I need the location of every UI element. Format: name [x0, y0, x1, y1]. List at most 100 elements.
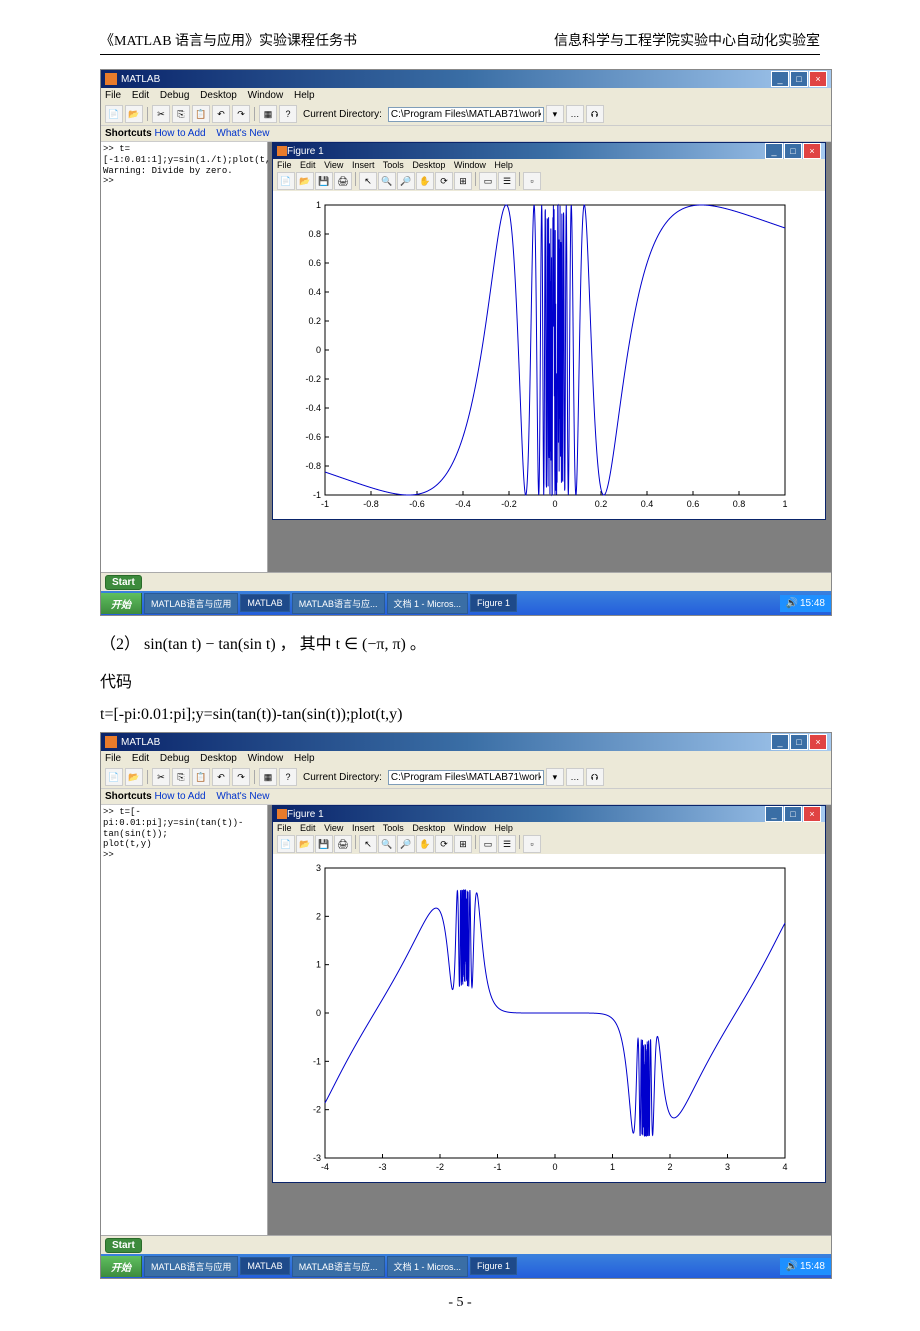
pointer-icon[interactable]: ↖	[359, 172, 377, 190]
browse-icon[interactable]: …	[566, 768, 584, 786]
fig-menu-file[interactable]: File	[277, 823, 292, 833]
hide-tools-icon[interactable]: ▫	[523, 172, 541, 190]
menu-desktop[interactable]: Desktop	[200, 90, 237, 101]
save-fig-icon[interactable]: 💾	[315, 835, 333, 853]
new-fig-icon[interactable]: 📄	[277, 172, 295, 190]
new-icon[interactable]: 📄	[105, 105, 123, 123]
legend-icon[interactable]: ☰	[498, 835, 516, 853]
simulink-icon[interactable]: ▦	[259, 105, 277, 123]
paste-icon[interactable]: 📋	[192, 768, 210, 786]
taskbar-item[interactable]: MATLAB	[240, 594, 289, 612]
taskbar-item[interactable]: MATLAB语言与应...	[292, 1256, 385, 1277]
taskbar-item[interactable]: MATLAB语言与应...	[292, 593, 385, 614]
menu-window[interactable]: Window	[248, 90, 284, 101]
help-icon[interactable]: ?	[279, 768, 297, 786]
zoom-out-icon[interactable]: 🔎	[397, 172, 415, 190]
menu-debug[interactable]: Debug	[160, 90, 189, 101]
fig-menu-window[interactable]: Window	[454, 160, 486, 170]
menu-file[interactable]: File	[105, 90, 121, 101]
copy-icon[interactable]: ⎘	[172, 105, 190, 123]
datatip-icon[interactable]: ⊞	[454, 172, 472, 190]
paste-icon[interactable]: 📋	[192, 105, 210, 123]
colorbar-icon[interactable]: ▭	[479, 172, 497, 190]
legend-icon[interactable]: ☰	[498, 172, 516, 190]
minimize-button[interactable]: _	[765, 806, 783, 822]
close-button[interactable]: ×	[809, 71, 827, 87]
simulink-icon[interactable]: ▦	[259, 768, 277, 786]
undo-icon[interactable]: ↶	[212, 768, 230, 786]
command-window[interactable]: >> t=[-pi:0.01:pi];y=sin(tan(t))-tan(sin…	[101, 805, 268, 1235]
taskbar-item[interactable]: MATLAB	[240, 1257, 289, 1275]
undo-icon[interactable]: ↶	[212, 105, 230, 123]
zoom-in-icon[interactable]: 🔍	[378, 172, 396, 190]
command-window[interactable]: >> t=[-1:0.01:1];y=sin(1./t);plot(t,y) W…	[101, 142, 268, 572]
menu-help[interactable]: Help	[294, 90, 315, 101]
shortcut-whatsnew[interactable]: What's New	[216, 791, 269, 802]
fig-menu-tools[interactable]: Tools	[383, 823, 404, 833]
dir-input[interactable]	[388, 107, 544, 122]
fig-menu-window[interactable]: Window	[454, 823, 486, 833]
fig-menu-tools[interactable]: Tools	[383, 160, 404, 170]
maximize-button[interactable]: □	[790, 71, 808, 87]
taskbar-item[interactable]: MATLAB语言与应用	[144, 593, 238, 614]
menu-help[interactable]: Help	[294, 753, 315, 764]
menu-debug[interactable]: Debug	[160, 753, 189, 764]
close-button[interactable]: ×	[803, 806, 821, 822]
maximize-button[interactable]: □	[784, 806, 802, 822]
menu-edit[interactable]: Edit	[132, 753, 149, 764]
taskbar-item[interactable]: 文档 1 - Micros...	[387, 593, 469, 614]
fig-menu-help[interactable]: Help	[494, 823, 513, 833]
fig-menu-view[interactable]: View	[324, 160, 343, 170]
help-icon[interactable]: ?	[279, 105, 297, 123]
fig-menu-edit[interactable]: Edit	[300, 160, 316, 170]
cut-icon[interactable]: ✂	[152, 768, 170, 786]
fig-menu-insert[interactable]: Insert	[352, 823, 375, 833]
colorbar-icon[interactable]: ▭	[479, 835, 497, 853]
rotate-icon[interactable]: ⟳	[435, 172, 453, 190]
system-tray[interactable]: 🔊 15:48	[780, 595, 831, 612]
minimize-button[interactable]: _	[771, 734, 789, 750]
open-fig-icon[interactable]: 📂	[296, 172, 314, 190]
print-icon[interactable]: 🖨	[334, 835, 352, 853]
close-button[interactable]: ×	[809, 734, 827, 750]
shortcut-howtoadd[interactable]: How to Add	[154, 128, 205, 139]
open-icon[interactable]: 📂	[125, 768, 143, 786]
minimize-button[interactable]: _	[771, 71, 789, 87]
zoom-in-icon[interactable]: 🔍	[378, 835, 396, 853]
go-up-icon[interactable]: ⮉	[586, 105, 604, 123]
maximize-button[interactable]: □	[790, 734, 808, 750]
shortcut-whatsnew[interactable]: What's New	[216, 128, 269, 139]
dir-input[interactable]	[388, 770, 544, 785]
taskbar-item[interactable]: Figure 1	[470, 1257, 517, 1275]
shortcut-howtoadd[interactable]: How to Add	[154, 791, 205, 802]
taskbar-item[interactable]: 文档 1 - Micros...	[387, 1256, 469, 1277]
pointer-icon[interactable]: ↖	[359, 835, 377, 853]
matlab-start-button[interactable]: Start	[105, 1238, 142, 1253]
fig-menu-view[interactable]: View	[324, 823, 343, 833]
minimize-button[interactable]: _	[765, 143, 783, 159]
menu-desktop[interactable]: Desktop	[200, 753, 237, 764]
fig-menu-file[interactable]: File	[277, 160, 292, 170]
fig-menu-insert[interactable]: Insert	[352, 160, 375, 170]
system-tray[interactable]: 🔊 15:48	[780, 1258, 831, 1275]
hide-tools-icon[interactable]: ▫	[523, 835, 541, 853]
new-fig-icon[interactable]: 📄	[277, 835, 295, 853]
matlab-start-button[interactable]: Start	[105, 575, 142, 590]
taskbar-item[interactable]: MATLAB语言与应用	[144, 1256, 238, 1277]
pan-icon[interactable]: ✋	[416, 835, 434, 853]
redo-icon[interactable]: ↷	[232, 768, 250, 786]
fig-menu-desktop[interactable]: Desktop	[412, 160, 445, 170]
start-menu-button[interactable]: 开始	[101, 593, 142, 614]
cut-icon[interactable]: ✂	[152, 105, 170, 123]
menu-window[interactable]: Window	[248, 753, 284, 764]
copy-icon[interactable]: ⎘	[172, 768, 190, 786]
open-fig-icon[interactable]: 📂	[296, 835, 314, 853]
zoom-out-icon[interactable]: 🔎	[397, 835, 415, 853]
save-fig-icon[interactable]: 💾	[315, 172, 333, 190]
datatip-icon[interactable]: ⊞	[454, 835, 472, 853]
redo-icon[interactable]: ↷	[232, 105, 250, 123]
fig-menu-help[interactable]: Help	[494, 160, 513, 170]
pan-icon[interactable]: ✋	[416, 172, 434, 190]
start-menu-button[interactable]: 开始	[101, 1256, 142, 1277]
browse-icon[interactable]: …	[566, 105, 584, 123]
